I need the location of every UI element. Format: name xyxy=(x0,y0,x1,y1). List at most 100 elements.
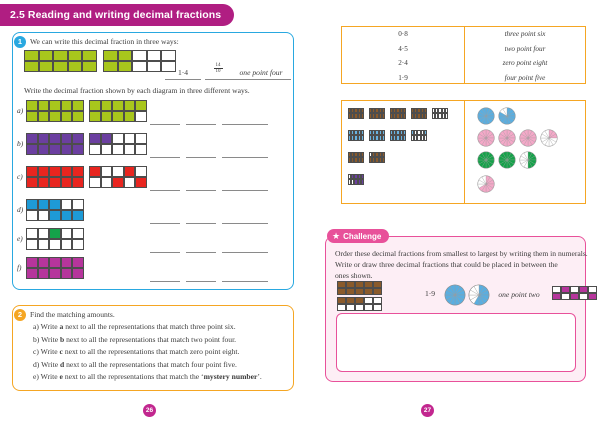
answer-line[interactable] xyxy=(150,190,180,191)
grid-cell xyxy=(417,130,421,136)
table-cell-word: zero point eight xyxy=(502,59,548,68)
grid-cell xyxy=(351,108,355,114)
grid-cell xyxy=(399,113,403,119)
grid-cell xyxy=(355,281,364,288)
blue-bars-row-partial-bar xyxy=(411,130,427,141)
grid-cell xyxy=(570,293,579,300)
answer-line[interactable] xyxy=(150,157,180,158)
challenge-magenta-grid-1 xyxy=(552,286,597,300)
answer-line[interactable] xyxy=(150,281,180,282)
grid-cell xyxy=(375,135,379,141)
grid-cell xyxy=(60,144,73,155)
grid-cell xyxy=(49,210,61,221)
grid-cell xyxy=(378,108,382,114)
grid-cell xyxy=(37,210,50,221)
table-cell-word: three point six xyxy=(504,30,546,39)
question-1-row-label: f) xyxy=(17,263,22,272)
example-fraction: 14 10 xyxy=(203,63,233,75)
green-pies-row-pie xyxy=(498,151,516,169)
answer-line[interactable] xyxy=(222,190,268,191)
grid-cell xyxy=(417,135,421,141)
question-1-grid-part xyxy=(26,199,84,221)
answer-line[interactable] xyxy=(222,223,268,224)
grid-cell xyxy=(444,113,448,119)
grid-cell xyxy=(49,199,61,210)
table-cell-word: four point five xyxy=(504,73,546,82)
grid-cell xyxy=(579,293,588,300)
answer-line[interactable] xyxy=(150,252,180,253)
answer-line[interactable] xyxy=(222,281,268,282)
challenge-brown-grid-bottom xyxy=(337,297,382,311)
grid-cell xyxy=(396,108,400,114)
grid-cell xyxy=(357,174,361,180)
challenge-pie xyxy=(444,284,466,306)
answer-line[interactable] xyxy=(186,223,216,224)
question-1-intro: We can write this decimal fraction in th… xyxy=(30,37,179,46)
answer-line[interactable] xyxy=(186,124,216,125)
challenge-pie xyxy=(468,284,490,306)
grid-cell xyxy=(72,111,84,122)
question-2-number: 2 xyxy=(14,309,26,321)
answer-line[interactable] xyxy=(150,124,180,125)
challenge-answer-area[interactable] xyxy=(336,313,576,372)
answer-line[interactable] xyxy=(186,281,216,282)
grid-cell xyxy=(37,111,50,122)
grid-cell xyxy=(420,108,424,114)
grid-cell xyxy=(337,288,346,295)
grid-cell xyxy=(402,113,406,119)
grid-cell xyxy=(360,113,364,119)
grid-cell xyxy=(146,61,161,72)
grid-cell xyxy=(161,61,176,72)
grid-cell xyxy=(375,113,379,119)
question-1-row-label: b) xyxy=(17,139,24,148)
answer-line[interactable] xyxy=(186,252,216,253)
grid-cell xyxy=(82,50,97,61)
grid-cell xyxy=(396,113,400,119)
question-2-item: c) Write c next to all the representatio… xyxy=(33,347,240,356)
answer-line[interactable] xyxy=(222,252,268,253)
grid-cell xyxy=(372,157,376,163)
grid-cell xyxy=(357,130,361,136)
challenge-instruction-line-1: Order these decimal fractions from small… xyxy=(335,249,588,258)
grid-cell xyxy=(414,108,418,114)
grid-cell xyxy=(390,108,394,114)
grid-cell xyxy=(348,152,352,158)
grid-cell xyxy=(357,135,361,141)
blue-bars-row-full-bar xyxy=(348,130,364,141)
answer-line[interactable] xyxy=(186,190,216,191)
grid-cell xyxy=(72,133,84,144)
grid-cell xyxy=(60,100,73,111)
grid-cell xyxy=(378,113,382,119)
grid-cell xyxy=(399,135,403,141)
grid-cell xyxy=(402,130,406,136)
grid-cell xyxy=(37,177,50,188)
question-2-box xyxy=(12,305,294,391)
grid-cell xyxy=(100,111,113,122)
brown-bars-row-full-bar xyxy=(411,108,427,119)
question-2-item-letter: c xyxy=(59,347,63,356)
grid-cell xyxy=(411,108,415,114)
answer-line[interactable] xyxy=(186,157,216,158)
grid-cell xyxy=(375,108,379,114)
grid-cell xyxy=(67,61,82,72)
grid-cell xyxy=(112,133,124,144)
representations-panel xyxy=(341,100,586,204)
grid-cell xyxy=(375,152,379,158)
grid-cell xyxy=(37,268,50,279)
challenge-tab: ★ Challenge xyxy=(327,229,390,243)
question-1-instruction: Write the decimal fraction shown by each… xyxy=(24,86,250,95)
challenge-instruction-line-3: ones shown. xyxy=(335,271,373,280)
answer-line[interactable] xyxy=(150,223,180,224)
answer-line[interactable] xyxy=(222,157,268,158)
answer-line[interactable] xyxy=(222,124,268,125)
challenge-brown-grid-top xyxy=(337,281,382,295)
grid-cell xyxy=(132,61,147,72)
grid-cell xyxy=(399,108,403,114)
grid-cell xyxy=(588,286,597,293)
grid-cell xyxy=(381,152,385,158)
grid-cell xyxy=(372,108,376,114)
grid-cell xyxy=(72,166,84,177)
grid-cell xyxy=(360,130,364,136)
grid-cell xyxy=(378,152,382,158)
question-1-grid-part xyxy=(26,228,84,250)
